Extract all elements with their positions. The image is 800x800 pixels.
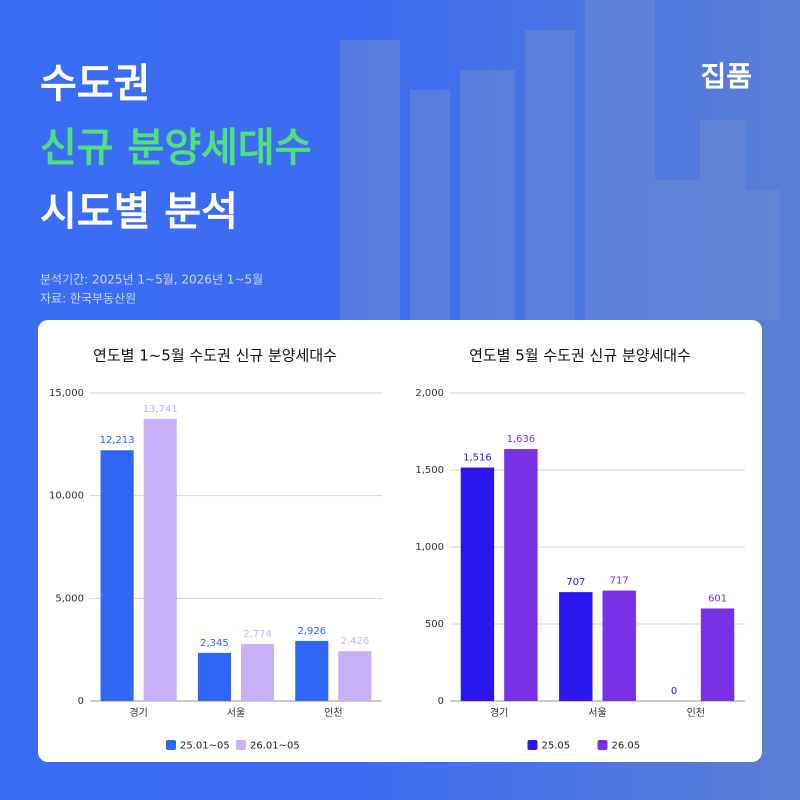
y-tick-label: 5,000 — [55, 593, 84, 604]
value-label: 2,345 — [200, 638, 229, 649]
legend-label: 26.05 — [612, 741, 641, 752]
bar — [460, 467, 495, 701]
chart-title: 연도별 5월 수도권 신규 분양세대수 — [469, 347, 691, 365]
x-tick-label: 인천 — [324, 707, 342, 719]
legend-swatch — [527, 740, 538, 750]
y-tick-label: 1,500 — [415, 465, 444, 476]
title-line: 수도권 — [40, 61, 150, 107]
y-tick-label: 500 — [425, 619, 444, 630]
bar — [338, 651, 372, 701]
legend-swatch — [166, 740, 176, 750]
y-tick-label: 10,000 — [49, 491, 84, 502]
x-tick-label: 경기 — [129, 706, 147, 719]
bar — [559, 592, 593, 701]
bar — [700, 608, 735, 701]
value-label: 1,516 — [463, 453, 492, 464]
value-label: 1,636 — [507, 434, 536, 445]
legend-label: 25.01~05 — [180, 741, 230, 752]
legend-label: 26.01~05 — [250, 741, 300, 752]
x-tick-label: 서울 — [588, 707, 606, 719]
title-line: 신규 분양세대수 — [40, 125, 312, 171]
legend-swatch — [597, 740, 608, 750]
y-tick-label: 15,000 — [49, 388, 84, 399]
period: 분석기간: 2025년 1~5월, 2026년 1~5월 — [40, 273, 263, 287]
bar — [241, 644, 275, 701]
value-label: 2,926 — [297, 626, 326, 637]
x-tick-label: 경기 — [490, 706, 508, 719]
y-tick-label: 0 — [78, 696, 84, 707]
brand: 집품 — [700, 60, 752, 93]
bar — [602, 590, 636, 701]
x-tick-label: 인천 — [687, 707, 705, 719]
y-tick-label: 1,000 — [415, 542, 444, 553]
source: 자료: 한국부동산원 — [40, 292, 136, 306]
bar — [143, 418, 177, 701]
value-label: 2,426 — [341, 636, 370, 647]
bar — [295, 640, 329, 701]
value-label: 707 — [566, 577, 585, 588]
title-line: 시도별 분석 — [40, 189, 238, 235]
city-skyline — [340, 0, 780, 320]
value-label: 717 — [610, 576, 629, 587]
value-label: 601 — [708, 593, 727, 604]
value-label: 0 — [671, 686, 677, 697]
value-label: 12,213 — [100, 435, 135, 446]
bar — [504, 449, 538, 701]
chart-title: 연도별 1~5월 수도권 신규 분양세대수 — [93, 347, 337, 365]
charts: 연도별 1~5월 수도권 신규 분양세대수 0 5,000 10,000 15,000 경… — [49, 347, 745, 752]
y-tick-label: 0 — [438, 696, 444, 707]
legend-label: 25.05 — [542, 741, 571, 752]
legend-swatch — [236, 740, 246, 750]
value-label: 2,774 — [243, 629, 272, 640]
x-tick-label: 서울 — [227, 707, 245, 719]
bar — [100, 450, 134, 701]
y-tick-label: 2,000 — [415, 388, 444, 399]
value-label: 13,741 — [143, 404, 178, 415]
bar — [197, 652, 231, 701]
